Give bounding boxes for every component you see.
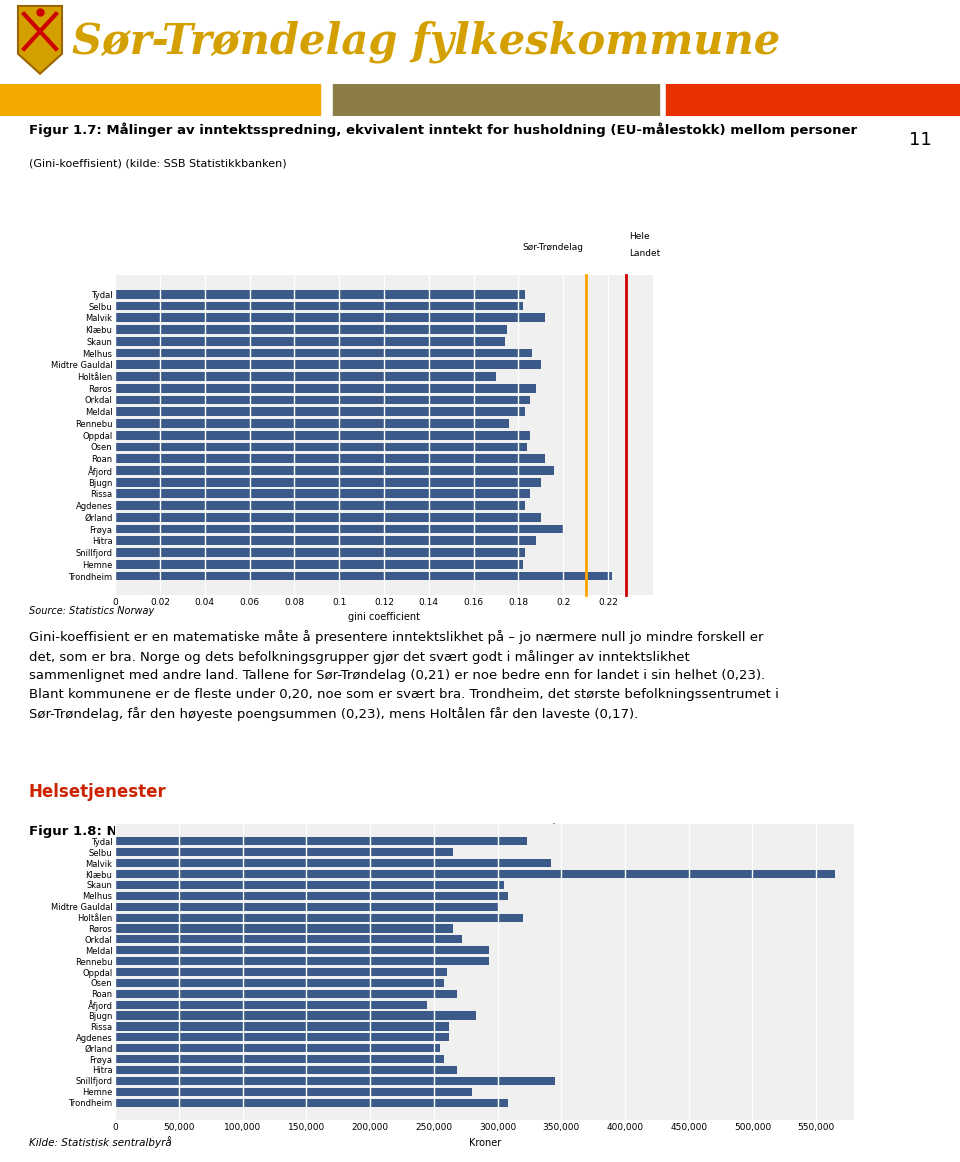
Bar xyxy=(115,859,551,867)
Bar xyxy=(115,1045,441,1053)
Text: Sør-Trøndelag: Sør-Trøndelag xyxy=(522,243,584,252)
Bar xyxy=(665,84,960,116)
Bar xyxy=(115,325,507,333)
Bar xyxy=(115,870,835,878)
Text: Sør-Trøndelag fylkeskommune: Sør-Trøndelag fylkeskommune xyxy=(72,21,780,63)
Bar xyxy=(115,525,564,533)
Text: Source: Statistics Norway: Source: Statistics Norway xyxy=(29,607,154,616)
Bar xyxy=(115,372,496,381)
Bar xyxy=(0,84,320,116)
Bar xyxy=(115,1055,444,1063)
Bar xyxy=(115,957,489,966)
Bar xyxy=(115,881,504,889)
Bar xyxy=(115,395,530,404)
Bar xyxy=(115,1077,555,1085)
Bar xyxy=(115,1088,472,1096)
Bar xyxy=(115,537,537,545)
Bar xyxy=(115,408,525,416)
Bar xyxy=(115,1000,427,1009)
Bar xyxy=(333,84,660,116)
Bar xyxy=(115,337,505,345)
Bar xyxy=(115,289,525,299)
Bar xyxy=(115,935,462,944)
Bar xyxy=(115,968,446,976)
Bar xyxy=(115,302,523,310)
X-axis label: gini coefficient: gini coefficient xyxy=(348,612,420,623)
Bar xyxy=(115,1023,449,1031)
Polygon shape xyxy=(18,6,62,73)
Bar xyxy=(115,501,525,510)
Bar xyxy=(115,572,612,580)
Bar xyxy=(115,478,540,487)
Text: 11: 11 xyxy=(909,131,932,150)
X-axis label: Kroner: Kroner xyxy=(468,1138,501,1148)
Bar xyxy=(115,349,532,358)
Text: Helsetjenester: Helsetjenester xyxy=(29,783,166,802)
Bar xyxy=(115,990,457,998)
Bar xyxy=(115,913,523,921)
Bar xyxy=(115,978,444,987)
Bar xyxy=(115,466,554,475)
Bar xyxy=(115,946,489,954)
Bar xyxy=(115,360,540,370)
Bar xyxy=(115,848,453,856)
Text: Kilde: Statistisk sentralbyrå: Kilde: Statistisk sentralbyrå xyxy=(29,1135,172,1148)
Text: Gini-koeffisient er en matematiske måte å presentere inntektslikhet på – jo nærm: Gini-koeffisient er en matematiske måte … xyxy=(29,630,779,720)
Bar xyxy=(115,838,527,846)
Bar xyxy=(115,1033,449,1041)
Text: (Gini-koeffisient) (kilde: SSB Statistikkbanken): (Gini-koeffisient) (kilde: SSB Statistik… xyxy=(29,158,286,168)
Bar xyxy=(115,512,540,522)
Text: (kilde: SSB Statistikkbanken): (kilde: SSB Statistikkbanken) xyxy=(629,825,780,835)
Bar xyxy=(115,925,453,933)
Bar xyxy=(115,383,537,393)
Bar xyxy=(115,489,530,498)
Bar xyxy=(115,431,530,439)
Bar xyxy=(115,903,497,911)
Bar xyxy=(115,454,545,462)
Bar xyxy=(115,1011,476,1019)
Bar xyxy=(115,443,527,451)
Text: Figur 1.8: Netto driftsutgifter for pleie og omsorg pr. person over 80 år, 2011: Figur 1.8: Netto driftsutgifter for plei… xyxy=(29,823,610,838)
Text: Landet: Landet xyxy=(629,249,660,258)
Text: Figur 1.7: Målinger av inntektsspredning, ekvivalent inntekt for husholdning (EU: Figur 1.7: Målinger av inntektsspredning… xyxy=(29,122,857,137)
Text: Hele: Hele xyxy=(629,231,649,241)
Bar xyxy=(115,1098,508,1106)
Bar xyxy=(115,548,525,557)
Bar xyxy=(115,1066,457,1074)
Bar xyxy=(115,419,510,428)
Bar xyxy=(115,560,523,568)
Bar xyxy=(115,891,508,899)
Bar xyxy=(115,314,545,322)
